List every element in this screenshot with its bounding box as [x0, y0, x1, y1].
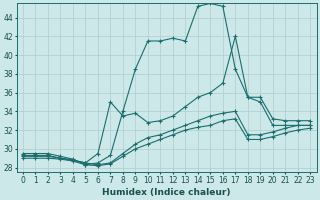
X-axis label: Humidex (Indice chaleur): Humidex (Indice chaleur)	[102, 188, 231, 197]
